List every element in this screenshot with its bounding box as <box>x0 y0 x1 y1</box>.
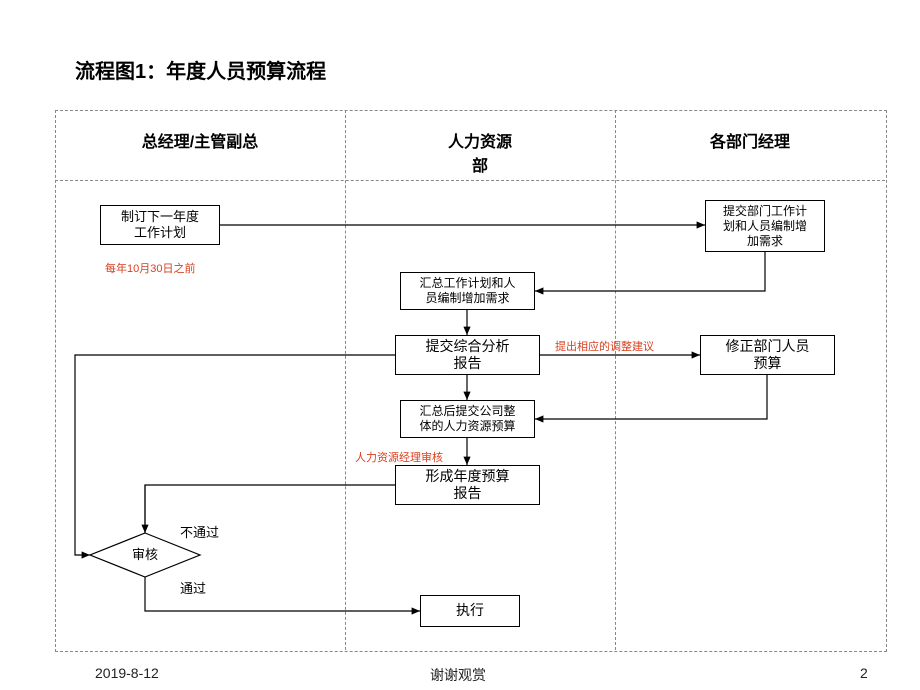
swimlane-divider-2 <box>615 110 616 650</box>
note-hr-manager-review: 人力资源经理审核 <box>355 449 443 465</box>
lane-header-gm: 总经理/主管副总 <box>55 128 345 152</box>
node-submit-analysis-report: 提交综合分析 报告 <box>395 335 540 375</box>
node-plan-next-year: 制订下一年度 工作计划 <box>100 205 220 245</box>
label-fail: 不通过 <box>180 522 219 541</box>
label-pass: 通过 <box>180 578 206 597</box>
swimlane-divider-1 <box>345 110 346 650</box>
node-form-annual-budget: 形成年度预算 报告 <box>395 465 540 505</box>
lane-header-dept: 各部门经理 <box>615 128 885 152</box>
node-submit-company-budget: 汇总后提交公司整 体的人力资源预算 <box>400 400 535 438</box>
node-revise-dept-budget: 修正部门人员 预算 <box>700 335 835 375</box>
lane-header-hr: 人力资源 部 <box>345 128 615 176</box>
node-execute: 执行 <box>420 595 520 627</box>
footer-page: 2 <box>860 665 868 681</box>
swimlane-container <box>55 110 887 652</box>
footer-date: 2019-8-12 <box>95 665 159 681</box>
footer-center: 谢谢观赏 <box>430 665 486 685</box>
node-dept-submit-plan: 提交部门工作计 划和人员编制增 加需求 <box>705 200 825 252</box>
diagram-title: 流程图1：年度人员预算流程 <box>75 55 326 84</box>
swimlane-header-divider <box>55 180 885 181</box>
note-deadline: 每年10月30日之前 <box>105 260 195 276</box>
note-adjust-suggestion: 提出相应的调整建议 <box>555 338 654 354</box>
node-hr-aggregate-plan: 汇总工作计划和人 员编制增加需求 <box>400 272 535 310</box>
